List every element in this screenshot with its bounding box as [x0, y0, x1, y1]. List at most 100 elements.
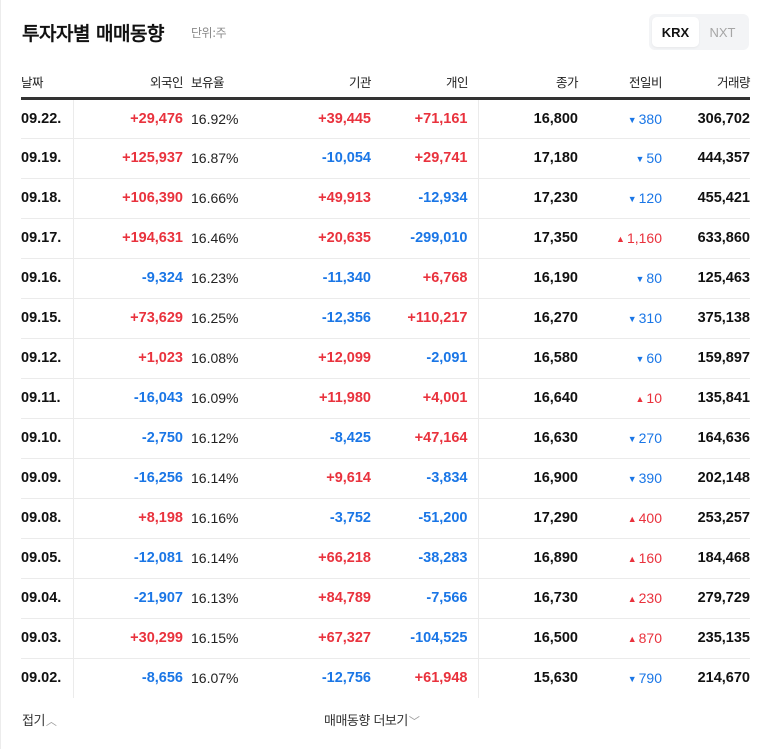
- col-header-individual: 개인: [371, 72, 478, 100]
- trading-table: 날짜 외국인 보유율 기관 개인 종가 전일비 거래량 09.22. +29,47…: [21, 72, 751, 698]
- table-row: 09.03. +30,299 16.15% +67,327 -104,525 16,500…: [21, 618, 750, 659]
- cell-date: 09.22.: [21, 98, 74, 139]
- change-value: 400: [638, 510, 662, 526]
- cell-institution: -8,425: [271, 418, 371, 459]
- cell-volume: 306,702: [662, 98, 750, 139]
- cell-individual: -2,091: [371, 338, 479, 379]
- cell-date: 09.19.: [21, 138, 74, 179]
- cell-change: ▼ 790: [578, 658, 662, 698]
- cell-change: ▲ 400: [578, 498, 662, 539]
- cell-foreign: +29,476: [73, 98, 183, 139]
- cell-institution: -11,340: [271, 258, 371, 299]
- table-row: 09.04. -21,907 16.13% +84,789 -7,566 16,730 ▲ 2…: [21, 578, 750, 619]
- cell-change: ▼ 80: [578, 258, 662, 299]
- cell-close: 17,230: [478, 178, 578, 219]
- change-value: 870: [638, 630, 662, 646]
- cell-individual: +6,768: [371, 258, 479, 299]
- change-value: 380: [638, 110, 662, 127]
- cell-change: ▲ 1,160: [578, 218, 662, 259]
- cell-individual: -7,566: [371, 578, 479, 619]
- panel-footer: 접기︿ 매매동향 더보기﹀: [21, 705, 749, 735]
- cell-ownership: 16.14%: [183, 538, 271, 579]
- triangle-down-icon: ▼: [627, 474, 637, 484]
- cell-individual: +4,001: [371, 378, 479, 419]
- cell-date: 09.05.: [21, 538, 74, 579]
- panel-header: 투자자별 매매동향 단위:주 KRX NXT: [21, 0, 749, 72]
- cell-date: 09.12.: [21, 338, 74, 379]
- cell-volume: 375,138: [662, 298, 750, 339]
- cell-close: 16,270: [478, 298, 578, 339]
- cell-volume: 125,463: [662, 258, 750, 299]
- market-option-nxt[interactable]: NXT: [709, 24, 736, 40]
- cell-institution: +67,327: [271, 618, 371, 659]
- triangle-down-icon: ▼: [635, 354, 645, 364]
- table-row: 09.16. -9,324 16.23% -11,340 +6,768 16,190 ▼ 80…: [21, 258, 750, 299]
- change-value: 10: [646, 390, 662, 406]
- table-row: 09.05. -12,081 16.14% +66,218 -38,283 16,890 ▲…: [21, 538, 750, 579]
- triangle-up-icon: ▲: [627, 514, 637, 524]
- table-row: 09.22. +29,476 16.92% +39,445 +71,161 16,800 ▼…: [21, 98, 750, 139]
- triangle-down-icon: ▼: [627, 314, 637, 324]
- unit-label: 단위:주: [191, 26, 227, 40]
- triangle-up-icon: ▲: [627, 554, 637, 564]
- cell-volume: 279,729: [662, 578, 750, 619]
- cell-close: 16,630: [478, 418, 578, 459]
- cell-individual: -299,010: [371, 218, 479, 259]
- cell-institution: +12,099: [271, 338, 371, 379]
- cell-individual: -104,525: [371, 618, 479, 659]
- cell-close: 16,500: [478, 618, 578, 659]
- cell-change: ▲ 230: [578, 578, 662, 619]
- triangle-down-icon: ▼: [635, 154, 645, 164]
- cell-ownership: 16.66%: [183, 178, 271, 219]
- cell-individual: +29,741: [371, 138, 479, 179]
- change-value: 1,160: [626, 230, 662, 246]
- cell-foreign: -2,750: [73, 418, 183, 459]
- cell-change: ▼ 310: [578, 298, 662, 339]
- cell-ownership: 16.87%: [183, 138, 271, 179]
- triangle-down-icon: ▼: [627, 114, 637, 125]
- cell-foreign: +73,629: [73, 298, 183, 339]
- cell-volume: 253,257: [662, 498, 750, 539]
- cell-close: 16,800: [478, 98, 578, 139]
- cell-change: ▼ 390: [578, 458, 662, 499]
- triangle-down-icon: ▼: [627, 674, 637, 685]
- cell-institution: +11,980: [271, 378, 371, 419]
- cell-ownership: 16.14%: [183, 458, 271, 499]
- more-trading-button[interactable]: 매매동향 더보기﹀: [324, 710, 420, 729]
- cell-close: 16,190: [478, 258, 578, 299]
- cell-foreign: -16,256: [73, 458, 183, 499]
- table-header-row: 날짜 외국인 보유율 기관 개인 종가 전일비 거래량: [21, 72, 751, 100]
- cell-institution: -10,054: [271, 138, 371, 179]
- market-option-krx[interactable]: KRX: [652, 17, 699, 47]
- cell-institution: -3,752: [271, 498, 371, 539]
- cell-date: 09.18.: [21, 178, 74, 219]
- cell-volume: 444,357: [662, 138, 750, 179]
- col-header-institution: 기관: [271, 72, 372, 100]
- cell-close: 17,180: [478, 138, 578, 179]
- cell-volume: 202,148: [662, 458, 750, 499]
- cell-individual: -12,934: [371, 178, 479, 219]
- triangle-down-icon: ▼: [627, 194, 637, 204]
- cell-volume: 164,636: [662, 418, 750, 459]
- cell-ownership: 16.46%: [183, 218, 271, 259]
- triangle-down-icon: ▼: [627, 434, 637, 444]
- fold-label: 접기: [22, 714, 45, 729]
- cell-volume: 184,468: [662, 538, 750, 579]
- cell-change: ▼ 270: [578, 418, 662, 459]
- triangle-down-icon: ▼: [635, 274, 645, 284]
- cell-change: ▼ 120: [578, 178, 662, 219]
- cell-institution: -12,756: [321, 670, 371, 687]
- change-value: 310: [638, 310, 662, 326]
- cell-ownership: 16.15%: [183, 618, 271, 659]
- change-value: 80: [646, 270, 662, 286]
- cell-institution: -12,356: [271, 298, 371, 339]
- cell-foreign: -8,656: [141, 670, 183, 687]
- cell-date: 09.02.: [21, 658, 74, 698]
- market-toggle: KRX NXT: [649, 14, 749, 50]
- chevron-up-icon: ︿: [45, 715, 57, 728]
- cell-change: ▼ 50: [578, 138, 662, 179]
- fold-button[interactable]: 접기︿: [22, 710, 57, 729]
- cell-ownership: 16.13%: [183, 578, 271, 619]
- change-value: 230: [638, 590, 662, 606]
- table-row: 09.08. +8,198 16.16% -3,752 -51,200 17,290 ▲ 40…: [21, 498, 750, 539]
